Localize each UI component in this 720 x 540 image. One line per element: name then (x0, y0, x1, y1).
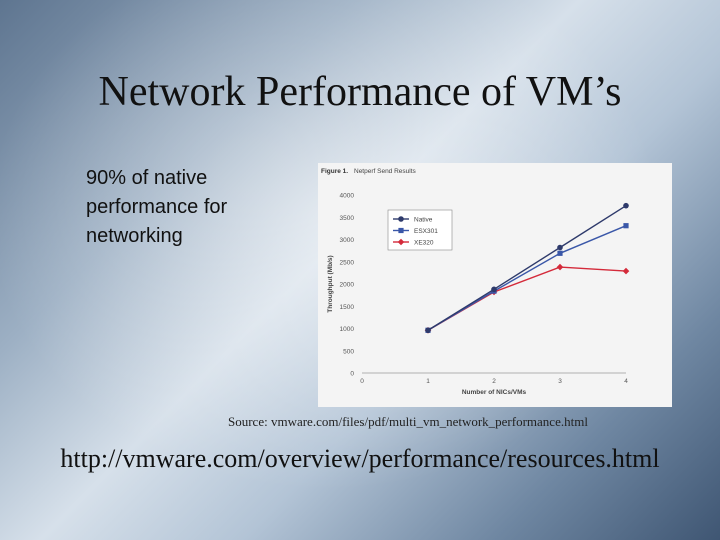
series-point (425, 327, 431, 334)
y-tick-label: 4000 (340, 193, 355, 200)
y-axis-label: Throughput (Mb/s) (327, 255, 334, 312)
resource-link[interactable]: http://vmware.com/overview/performance/r… (60, 444, 660, 473)
x-tick-label: 1 (426, 378, 430, 385)
y-tick-label: 2000 (340, 282, 355, 289)
x-tick-label: 0 (360, 378, 364, 385)
line-chart: Figure 1. Netperf Send Results 0 500 1000 1… (321, 168, 630, 397)
y-tick-label: 500 (343, 348, 354, 355)
series-point (491, 286, 497, 293)
slide-title: Network Performance of VM’s (98, 69, 622, 115)
x-tick-label: 2 (492, 378, 496, 385)
chart-figure: Figure 1. Netperf Send Results 0 500 1000 1… (318, 163, 672, 407)
legend-swatch-marker (397, 238, 405, 246)
chart-legend: Native ESX301 XE320 (387, 209, 453, 251)
y-tick-label: 1000 (340, 326, 355, 333)
legend-entry-label: XE320 (414, 240, 434, 247)
series-point (556, 263, 564, 271)
figure-label: Figure 1. (321, 168, 348, 175)
bullet-text: 90% of native performance for networking (86, 167, 228, 247)
x-tick-label: 3 (558, 378, 562, 385)
y-tick-label: 2500 (340, 259, 355, 266)
chart-plot (424, 202, 630, 334)
source-citation: Source: vmware.com/files/pdf/multi_vm_ne… (228, 414, 588, 429)
y-tick-label: 3000 (340, 237, 355, 244)
chart-axes: 0 500 1000 1500 2000 2500 3000 3500 4000 0 1 2 3 4 Num… (327, 193, 628, 397)
series-line (427, 225, 627, 331)
x-tick-label: 4 (624, 378, 628, 385)
legend-entry-label: Native (414, 217, 433, 224)
series-line (427, 205, 627, 331)
legend-entry-label: ESX301 (414, 228, 438, 235)
series-point (623, 223, 629, 229)
chart-title: Netperf Send Results (354, 168, 417, 175)
y-tick-label: 1500 (340, 304, 355, 311)
series-point (557, 250, 563, 256)
legend-swatch-marker (398, 216, 404, 222)
series-point (557, 244, 563, 251)
series-line (427, 266, 627, 331)
y-tick-label: 3500 (340, 215, 355, 222)
y-tick-label: 0 (350, 371, 354, 378)
x-axis-label: Number of NICs/VMs (462, 389, 527, 396)
series-point (623, 202, 629, 209)
legend-swatch-marker (398, 227, 404, 234)
series-point (622, 267, 630, 275)
